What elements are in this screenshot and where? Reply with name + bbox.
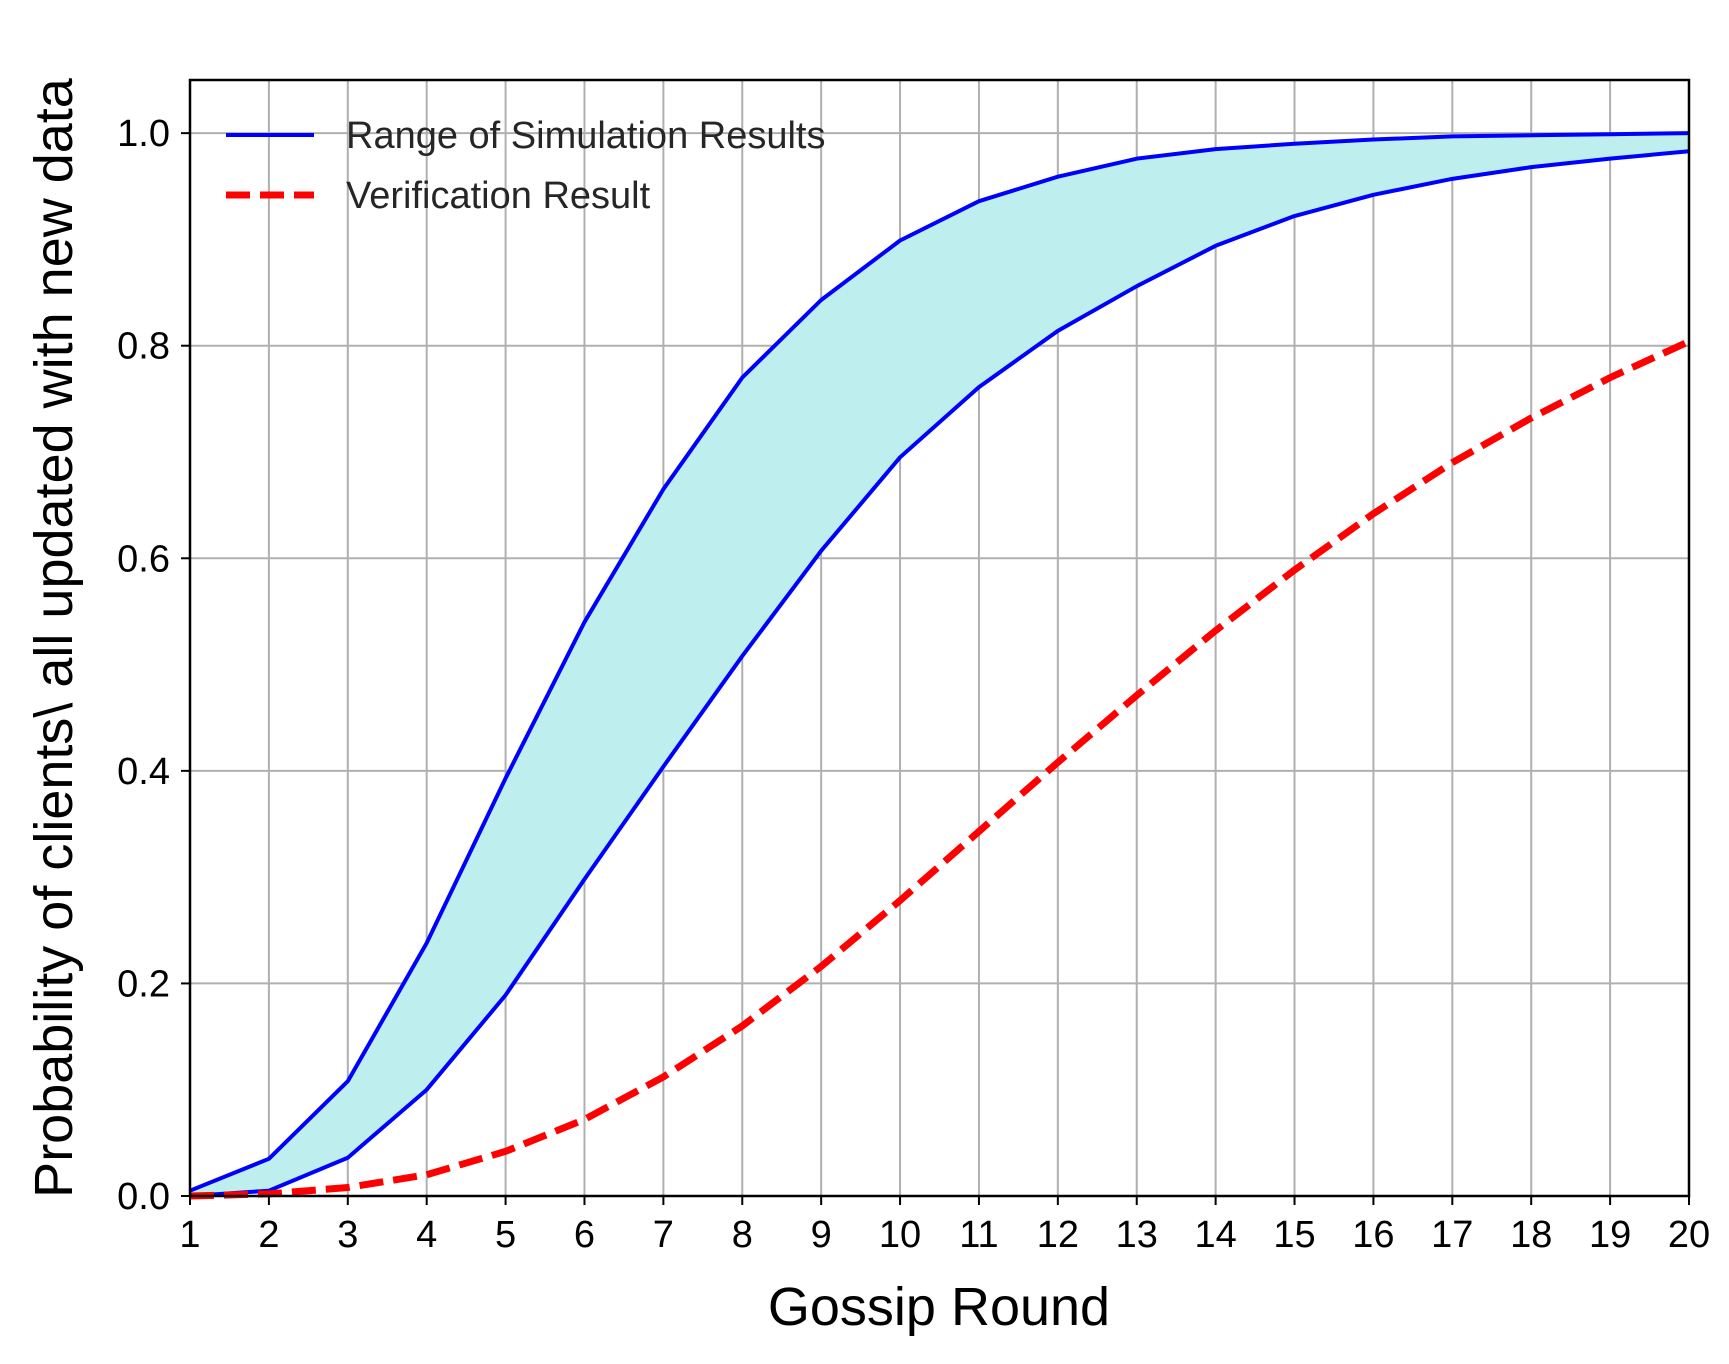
y-tick-label: 0.2 [117,963,170,1005]
x-tick-label: 11 [959,1214,998,1256]
x-tick-label: 2 [258,1214,279,1256]
x-tick-label: 18 [1510,1214,1552,1256]
x-tick-label: 13 [1116,1214,1158,1256]
y-tick-label: 0.8 [117,326,170,368]
x-tick-label: 20 [1668,1214,1710,1256]
x-tick-label: 3 [337,1214,358,1256]
y-axis-title: Probability of clients\ all updated with… [24,77,84,1198]
y-tick-label: 0.6 [117,538,170,580]
legend-label-simulation-range: Range of Simulation Results [346,115,825,157]
x-tick-label: 6 [574,1214,595,1256]
x-tick-label: 17 [1431,1214,1473,1256]
y-tick-label: 0.0 [117,1176,170,1218]
x-tick-label: 16 [1352,1214,1394,1256]
x-tick-label: 12 [1037,1214,1079,1256]
y-tick-label: 0.4 [117,751,170,793]
series-lines [189,131,1691,1200]
legend-label-verification: Verification Result [346,175,651,217]
simulation-upper-line [189,131,1690,1193]
plot-frame [188,78,1691,1198]
x-tick-label: 1 [179,1214,200,1256]
axis-ticks: 1 2 3 4 5 6 7 8 9 10 11 12 13 14 15 16 17 18 19 200.00.20.4… [117,113,1710,1256]
x-tick-label: 10 [879,1214,921,1256]
simulation-lower-line [189,149,1690,1198]
x-axis-title: Gossip Round [768,1277,1110,1337]
x-tick-label: 7 [653,1214,674,1256]
x-tick-label: 4 [416,1214,437,1256]
legend: Range of Simulation Results Verification… [226,115,825,217]
verification-line [189,338,1691,1200]
x-tick-label: 8 [732,1214,753,1256]
x-tick-label: 5 [495,1214,516,1256]
y-tick-label: 1.0 [117,113,170,155]
x-tick-label: 15 [1273,1214,1315,1256]
x-tick-label: 19 [1589,1214,1631,1256]
x-tick-label: 14 [1194,1214,1236,1256]
x-tick-label: 9 [811,1214,832,1256]
